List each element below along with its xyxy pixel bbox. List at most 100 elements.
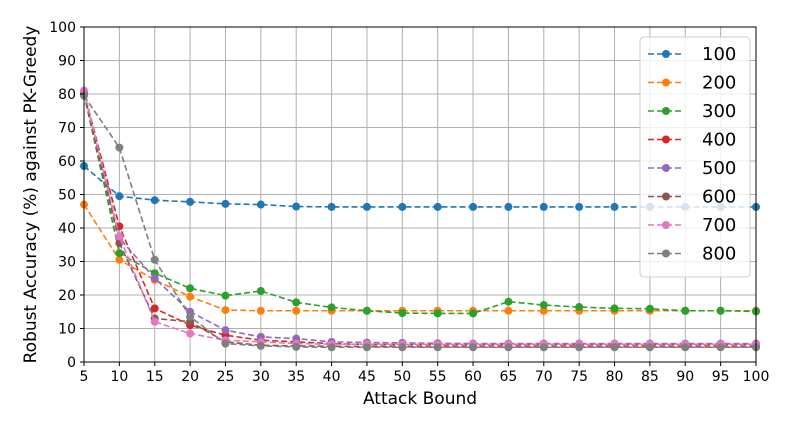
legend-item: 500 — [648, 158, 736, 179]
y-tick-label: 70 — [58, 121, 76, 137]
x-tick-label: 30 — [252, 369, 270, 385]
legend-label: 300 — [702, 101, 736, 122]
legend-marker — [662, 164, 670, 172]
series-lines — [80, 86, 760, 352]
data-point — [398, 202, 407, 211]
x-tick-label: 80 — [606, 369, 624, 385]
data-point — [115, 143, 124, 152]
data-point — [362, 202, 371, 211]
data-point — [539, 202, 548, 211]
data-point — [575, 303, 584, 312]
legend-label: 500 — [702, 158, 736, 179]
data-point — [292, 306, 301, 315]
legend-item: 300 — [648, 101, 736, 122]
series-800 — [80, 91, 760, 352]
data-point — [327, 303, 336, 312]
x-tick-label: 85 — [641, 369, 659, 385]
legend-marker — [662, 50, 670, 58]
legend-box — [639, 36, 751, 278]
data-point — [398, 309, 407, 318]
data-point — [115, 192, 124, 201]
data-point — [504, 297, 513, 306]
x-tick-label: 90 — [676, 369, 694, 385]
data-point — [433, 202, 442, 211]
data-point — [256, 200, 265, 209]
data-point — [115, 249, 124, 258]
legend-label: 600 — [702, 187, 736, 208]
data-point — [433, 343, 442, 352]
legend-marker — [662, 107, 670, 115]
y-tick-label: 30 — [58, 255, 76, 271]
data-point — [221, 291, 230, 300]
series-line — [83, 95, 756, 349]
legend-item: 600 — [648, 187, 736, 208]
x-tick-label: 15 — [146, 369, 164, 385]
data-point — [150, 196, 159, 205]
data-point — [186, 197, 195, 206]
data-point — [681, 343, 690, 352]
data-point — [645, 304, 654, 313]
data-point — [186, 284, 195, 293]
legend-marker — [662, 135, 670, 144]
x-tick-label: 20 — [181, 369, 199, 385]
data-point — [610, 343, 619, 352]
legend: 100 200 300 400 500 600 700 800 — [639, 36, 751, 278]
data-point — [504, 202, 513, 211]
x-tick-label: 50 — [393, 369, 411, 385]
legend-label: 700 — [702, 215, 736, 236]
data-point — [362, 343, 371, 352]
data-point — [256, 286, 265, 295]
data-point — [256, 306, 265, 315]
legend-marker — [662, 221, 670, 229]
data-point — [539, 301, 548, 310]
data-point — [292, 202, 301, 211]
data-point — [150, 255, 159, 264]
x-tick-label: 95 — [712, 369, 730, 385]
legend-label: 200 — [702, 73, 736, 94]
y-tick-label: 20 — [58, 288, 76, 304]
x-tick-label: 55 — [429, 369, 447, 385]
x-tick-label: 70 — [535, 369, 553, 385]
x-tick-label: 60 — [464, 369, 482, 385]
x-axis-label: Attack Bound — [363, 389, 477, 409]
y-tick-label: 90 — [58, 54, 76, 70]
data-point — [150, 274, 159, 283]
y-tick-label: 10 — [58, 322, 76, 338]
data-point — [575, 202, 584, 211]
data-point — [469, 202, 478, 211]
data-point — [150, 317, 159, 326]
legend-item: 100 — [648, 44, 736, 65]
y-axis-label: Robust Accuracy (%) against PK-Greedy — [21, 26, 41, 364]
data-point — [433, 309, 442, 318]
data-point — [504, 343, 513, 352]
data-point — [610, 202, 619, 211]
x-tick-label: 100 — [743, 369, 770, 385]
x-tick-label: 35 — [287, 369, 305, 385]
data-point — [221, 199, 230, 208]
data-point — [186, 312, 195, 321]
data-point — [575, 343, 584, 352]
data-point — [716, 343, 725, 352]
data-point — [150, 304, 159, 313]
data-point — [115, 232, 124, 241]
x-axis-ticks: 5 10 15 20 25 30 35 40 45 50 55 60 65 70 75 80 85 90 95 100 — [80, 362, 770, 385]
y-tick-label: 50 — [58, 188, 76, 204]
series-line — [83, 90, 756, 346]
x-tick-label: 5 — [80, 369, 89, 385]
data-point — [292, 342, 301, 351]
legend-item: 400 — [648, 130, 736, 151]
data-point — [610, 304, 619, 313]
x-tick-label: 75 — [570, 369, 588, 385]
data-point — [327, 202, 336, 211]
x-tick-label: 40 — [323, 369, 341, 385]
x-tick-label: 65 — [500, 369, 518, 385]
data-point — [645, 343, 654, 352]
data-point — [186, 329, 195, 338]
y-tick-label: 60 — [58, 154, 76, 170]
data-point — [362, 306, 371, 315]
y-axis-ticks: 0 10 20 30 40 50 60 70 80 90 100 — [49, 20, 84, 371]
data-point — [504, 306, 513, 315]
data-point — [539, 343, 548, 352]
data-point — [115, 255, 124, 264]
